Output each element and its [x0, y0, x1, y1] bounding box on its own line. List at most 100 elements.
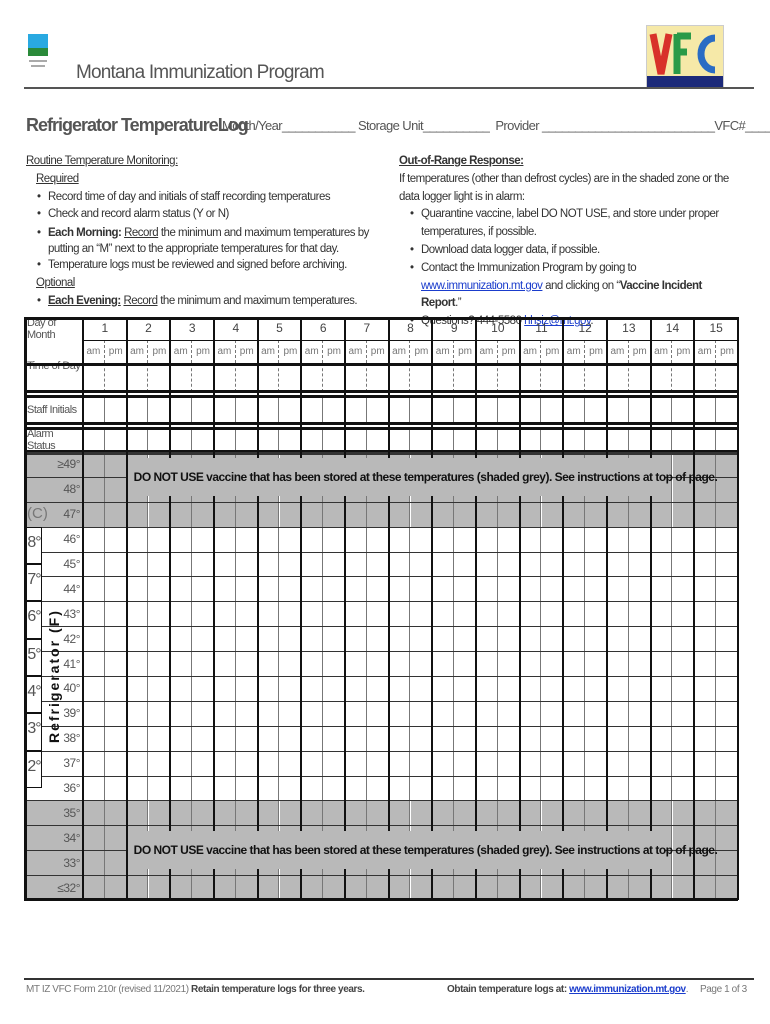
time-cell[interactable] [520, 363, 542, 392]
temperature-cell[interactable] [716, 527, 738, 552]
temperature-cell[interactable] [411, 676, 433, 701]
temperature-cell[interactable] [323, 552, 345, 577]
temperature-cell[interactable] [280, 601, 302, 626]
temperature-cell[interactable] [432, 875, 455, 900]
temperature-cell[interactable] [563, 700, 586, 726]
alarm-cell[interactable] [520, 427, 542, 452]
temperature-cell[interactable] [149, 701, 171, 726]
temperature-cell[interactable] [651, 601, 673, 627]
temperature-cell[interactable] [301, 800, 324, 826]
alarm-cell[interactable] [367, 427, 389, 452]
temperature-cell[interactable] [432, 576, 455, 602]
alarm-cell[interactable] [258, 427, 280, 452]
temperature-cell[interactable] [411, 701, 433, 726]
temperature-cell[interactable] [301, 551, 324, 577]
temperature-cell[interactable] [345, 601, 367, 627]
temperature-cell[interactable] [367, 701, 389, 726]
temperature-cell[interactable] [192, 601, 214, 626]
temperature-cell[interactable] [105, 601, 127, 626]
temperature-cell[interactable] [411, 626, 433, 651]
temperature-cell[interactable] [323, 626, 345, 651]
temperature-cell[interactable] [716, 726, 738, 751]
temperature-cell[interactable] [629, 527, 651, 552]
temperature-cell[interactable] [236, 576, 258, 601]
time-cell[interactable] [105, 363, 127, 392]
temperature-cell[interactable] [432, 526, 455, 552]
alarm-cell[interactable] [454, 427, 476, 452]
alarm-cell[interactable] [214, 427, 236, 452]
temperature-cell[interactable] [258, 551, 280, 577]
temperature-cell[interactable] [454, 651, 476, 676]
temperature-cell[interactable] [694, 850, 717, 876]
temperature-cell[interactable] [104, 800, 127, 826]
temperature-cell[interactable] [629, 651, 651, 676]
temperature-cell[interactable] [497, 875, 520, 900]
temperature-cell[interactable] [323, 501, 345, 527]
temperature-cell[interactable] [410, 501, 433, 527]
temperature-cell[interactable] [432, 676, 455, 701]
temperature-cell[interactable] [716, 875, 738, 900]
temperature-cell[interactable] [83, 825, 105, 851]
temperature-cell[interactable] [367, 576, 389, 601]
time-cell[interactable] [629, 363, 651, 392]
temperature-cell[interactable] [236, 601, 258, 626]
temperature-cell[interactable] [716, 751, 738, 776]
alarm-cell[interactable] [607, 427, 629, 452]
temperature-cell[interactable] [651, 676, 673, 701]
temperature-cell[interactable] [367, 776, 389, 801]
temperature-cell[interactable] [301, 775, 324, 801]
temperature-cell[interactable] [498, 552, 520, 577]
temperature-cell[interactable] [497, 800, 520, 826]
temperature-cell[interactable] [563, 800, 586, 826]
temperature-cell[interactable] [476, 601, 498, 627]
temperature-cell[interactable] [127, 775, 149, 801]
temperature-cell[interactable] [345, 626, 367, 652]
temperature-cell[interactable] [104, 452, 127, 477]
temperature-cell[interactable] [236, 527, 258, 552]
staff-cell[interactable] [367, 395, 389, 424]
temperature-cell[interactable] [498, 751, 520, 776]
alarm-cell[interactable] [585, 427, 607, 452]
temperature-cell[interactable] [716, 776, 738, 801]
temperature-cell[interactable] [607, 775, 629, 801]
temperature-cell[interactable] [673, 552, 695, 577]
temperature-cell[interactable] [498, 527, 520, 552]
temperature-cell[interactable] [563, 875, 586, 900]
temperature-cell[interactable] [672, 850, 695, 876]
temperature-cell[interactable] [301, 676, 324, 701]
temperature-cell[interactable] [563, 526, 586, 552]
time-cell[interactable] [323, 363, 345, 392]
time-cell[interactable] [607, 363, 629, 392]
temperature-cell[interactable] [650, 800, 673, 826]
temperature-cell[interactable] [585, 576, 607, 601]
temperature-cell[interactable] [214, 800, 236, 826]
temperature-cell[interactable] [323, 726, 345, 751]
temperature-cell[interactable] [454, 875, 476, 900]
temperature-cell[interactable] [170, 601, 193, 627]
temperature-cell[interactable] [585, 552, 607, 577]
temperature-cell[interactable] [214, 651, 236, 676]
time-cell[interactable] [280, 363, 302, 392]
temperature-cell[interactable] [345, 551, 367, 577]
temperature-cell[interactable] [345, 700, 367, 726]
temperature-cell[interactable] [694, 651, 717, 676]
temperature-cell[interactable] [279, 800, 302, 826]
temperature-cell[interactable] [345, 750, 367, 776]
temperature-cell[interactable] [149, 601, 171, 626]
temperature-cell[interactable] [476, 676, 498, 701]
temperature-cell[interactable] [323, 676, 345, 701]
temperature-cell[interactable] [673, 626, 695, 651]
temperature-cell[interactable] [170, 576, 193, 602]
temperature-cell[interactable] [585, 800, 607, 826]
alarm-cell[interactable] [301, 427, 324, 452]
temperature-cell[interactable] [716, 576, 738, 601]
temperature-cell[interactable] [83, 850, 105, 876]
temperature-cell[interactable] [716, 552, 738, 577]
temperature-cell[interactable] [607, 725, 629, 751]
temperature-cell[interactable] [672, 476, 695, 502]
temperature-cell[interactable] [126, 800, 149, 826]
temperature-cell[interactable] [498, 576, 520, 601]
temperature-cell[interactable] [192, 875, 214, 900]
temperature-cell[interactable] [192, 626, 214, 651]
temperature-cell[interactable] [520, 651, 542, 676]
